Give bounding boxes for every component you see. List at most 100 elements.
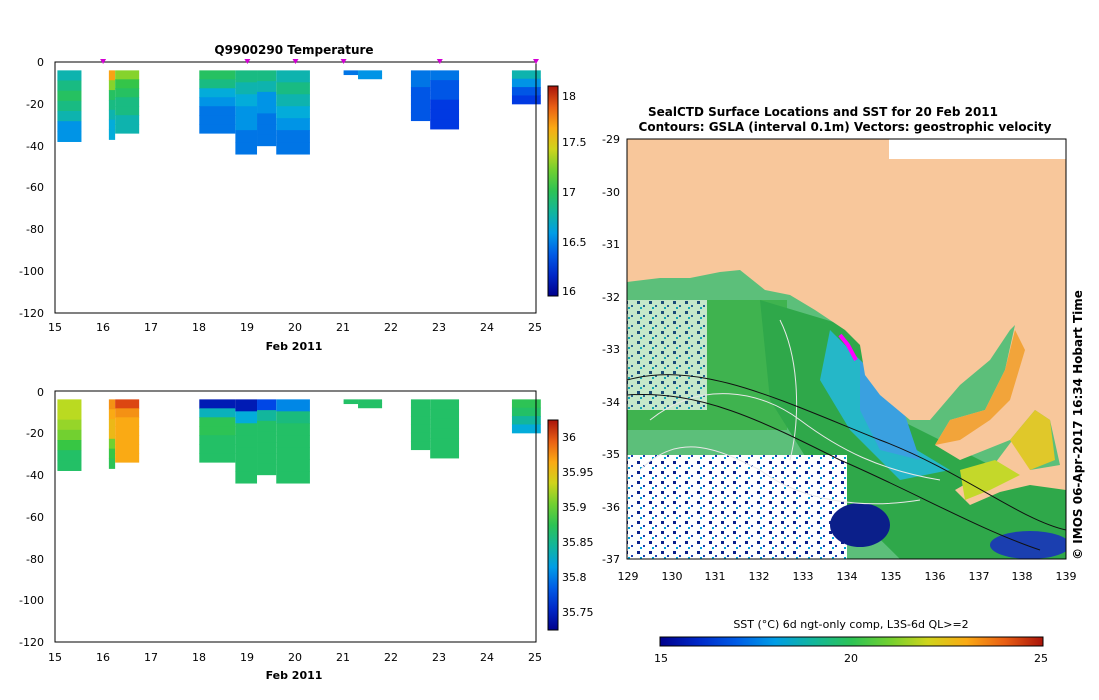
no-data-corner	[889, 139, 1066, 159]
cast-cell	[115, 417, 140, 427]
cast-cell	[257, 453, 277, 465]
cast-cell	[276, 447, 310, 460]
cast-cell	[108, 109, 116, 121]
cast-cell	[115, 426, 140, 436]
cast-cell	[410, 441, 431, 451]
cast-cell	[276, 435, 310, 448]
map-xtick: 131	[705, 570, 726, 583]
imos-credit: © IMOS 06-Apr-2017 16:34 Hobart Time	[1071, 290, 1085, 560]
temp-ytick: 0	[37, 56, 44, 69]
cast-cell	[235, 94, 258, 107]
map-title: SealCTD Surface Locations and SST for 20…	[648, 105, 998, 119]
cast-cell	[430, 409, 460, 420]
cast-cell	[235, 82, 258, 95]
profile-marker	[533, 59, 539, 64]
cast-cell	[199, 408, 236, 418]
cast-cell	[410, 112, 431, 122]
cast-cell	[358, 403, 383, 409]
sal-cbar-tick: 35.8	[562, 571, 587, 584]
cast-cell	[257, 463, 277, 476]
cast-cell	[199, 444, 236, 454]
salinity-casts	[57, 399, 541, 484]
salinity-x-ticks: 15 16 17 18 19 20 21 22 23 24 25	[48, 651, 542, 664]
cast-cell	[235, 399, 258, 412]
cast-cell	[115, 79, 140, 89]
cast-cell	[199, 399, 236, 409]
map-y-ticks: -29 -30 -31 -32 -33 -34 -35 -36 -37	[602, 133, 620, 566]
temp-ytick: -40	[26, 140, 44, 153]
sal-xtick: 20	[288, 651, 302, 664]
sal-ytick: -100	[19, 594, 44, 607]
sal-xtick: 19	[240, 651, 254, 664]
cast-cell	[108, 90, 116, 101]
cast-cell	[199, 106, 236, 116]
map-ytick: -36	[602, 501, 620, 514]
temp-cbar-tick: 17	[562, 186, 576, 199]
cast-cell	[57, 121, 82, 132]
cast-cell	[199, 88, 236, 98]
cast-cell	[115, 408, 140, 418]
cast-cell	[235, 411, 258, 424]
temp-xtick: 19	[240, 321, 254, 334]
temperature-panel: Q9900290 Temperature 0 -20 -40 -60 -80 -…	[19, 43, 586, 353]
temperature-colorbar-ticks: 16 16.5 17 17.5 18	[562, 90, 587, 298]
cast-cell	[511, 70, 541, 80]
cast-cell	[57, 90, 82, 102]
temp-xtick: 24	[480, 321, 494, 334]
temp-xtick: 25	[528, 321, 542, 334]
profile-marker	[340, 59, 347, 64]
sal-cbar-tick: 35.85	[562, 536, 594, 549]
cast-cell	[257, 442, 277, 454]
sal-xtick: 21	[336, 651, 350, 664]
temperature-x-ticks: 15 16 17 18 19 20 21 22 23 24 25	[48, 321, 542, 334]
cast-cell	[430, 418, 460, 430]
bathymetry-line	[627, 374, 1066, 531]
cast-cell	[57, 100, 82, 112]
map-ytick: -29	[602, 133, 620, 146]
temp-xtick: 15	[48, 321, 62, 334]
sal-ytick: -60	[26, 511, 44, 524]
cast-cell	[115, 453, 140, 463]
cast-cell	[410, 87, 431, 96]
temp-xtick: 22	[384, 321, 398, 334]
cast-cell	[235, 142, 258, 155]
cast-cell	[115, 115, 140, 125]
map-xtick: 136	[925, 570, 946, 583]
gulf-st-vincent-sst	[1010, 410, 1055, 470]
cast-cell	[257, 420, 277, 433]
map-ytick: -35	[602, 448, 620, 461]
cast-cell	[108, 438, 116, 450]
temp-ytick: -20	[26, 98, 44, 111]
map-xtick: 132	[749, 570, 770, 583]
cast-cell	[108, 448, 116, 460]
map-ytick: -33	[602, 343, 620, 356]
cast-cell	[276, 106, 310, 119]
temp-xtick: 18	[192, 321, 206, 334]
cloud-gap-region	[627, 455, 847, 559]
temp-xtick: 23	[432, 321, 446, 334]
cast-cell	[276, 411, 310, 424]
temperature-y-ticks: 0 -20 -40 -60 -80 -100 -120	[19, 56, 44, 320]
cast-cell	[199, 426, 236, 436]
cast-cell	[108, 419, 116, 430]
cast-cell	[108, 458, 116, 469]
map-xtick: 129	[618, 570, 639, 583]
cast-cell	[57, 80, 82, 92]
map-ytick: -34	[602, 396, 620, 409]
salinity-colorbar-ticks: 35.75 35.8 35.85 35.9 35.95 36	[562, 431, 594, 619]
cast-cell	[511, 399, 541, 409]
map-xtick: 138	[1012, 570, 1033, 583]
cast-cell	[276, 82, 310, 95]
sal-cbar-tick: 35.95	[562, 466, 594, 479]
cast-cell	[257, 431, 277, 443]
cast-cell	[108, 399, 116, 410]
sal-xtick: 17	[144, 651, 158, 664]
temp-ytick: -80	[26, 223, 44, 236]
cast-cell	[57, 440, 82, 451]
map-ytick: -32	[602, 291, 620, 304]
temp-xtick: 20	[288, 321, 302, 334]
sst-cbar-tick: 15	[654, 652, 668, 665]
spencer-gulf-sst	[935, 330, 1025, 445]
salinity-y-ticks: 0 -20 -40 -60 -80 -100 -120	[19, 386, 44, 649]
